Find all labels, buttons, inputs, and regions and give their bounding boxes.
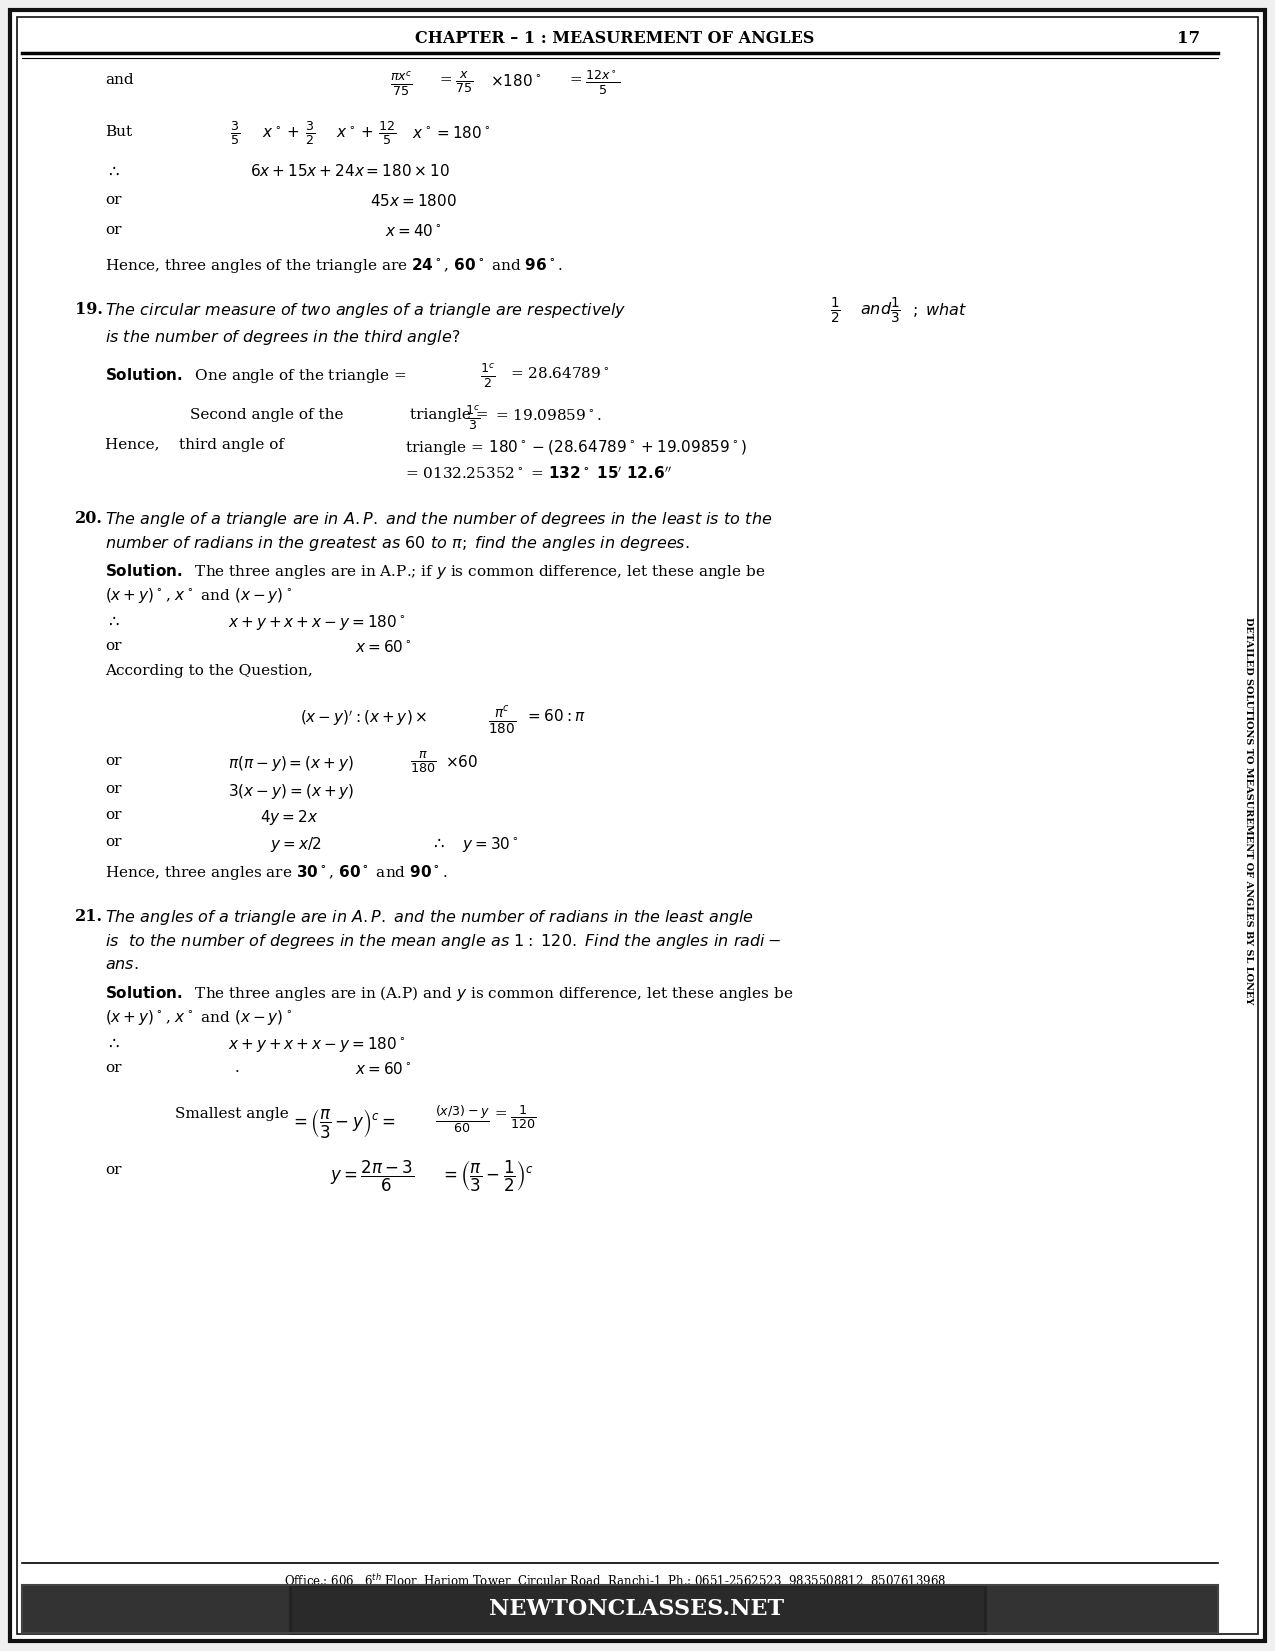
Text: $\mathit{The\ circular\ measure\ of\ two\ angles\ of\ a\ triangle\ are\ respecti: $\mathit{The\ circular\ measure\ of\ two… xyxy=(105,300,626,320)
Text: Hence,    third angle of: Hence, third angle of xyxy=(105,438,284,452)
Text: $x = 60^\circ$: $x = 60^\circ$ xyxy=(354,639,412,655)
Text: $\frac{3}{2}$: $\frac{3}{2}$ xyxy=(305,119,315,147)
Text: $x = 40^\circ$: $x = 40^\circ$ xyxy=(385,223,441,239)
Text: CHAPTER – 1 : MEASUREMENT OF ANGLES: CHAPTER – 1 : MEASUREMENT OF ANGLES xyxy=(416,30,815,46)
Text: =: = xyxy=(435,73,458,88)
Text: $\frac{12x^\circ}{5}$: $\frac{12x^\circ}{5}$ xyxy=(585,69,621,97)
Polygon shape xyxy=(22,1585,289,1633)
Text: triangle =: triangle = xyxy=(411,408,493,423)
FancyBboxPatch shape xyxy=(289,1585,986,1633)
Text: triangle = $180^\circ - (28.64789^\circ + 19.09859^\circ)$: triangle = $180^\circ - (28.64789^\circ … xyxy=(405,438,747,457)
Polygon shape xyxy=(986,1585,1218,1633)
Text: $\times 180^\circ$: $\times 180^\circ$ xyxy=(490,73,541,89)
Text: $\therefore$: $\therefore$ xyxy=(105,613,120,631)
Text: $\frac{\pi x^c}{75}$: $\frac{\pi x^c}{75}$ xyxy=(390,69,413,97)
Text: or: or xyxy=(105,1162,121,1177)
Text: or: or xyxy=(105,755,121,768)
Text: $x = 60^\circ$: $x = 60^\circ$ xyxy=(354,1062,412,1076)
Text: $\mathbf{Solution.}$  The three angles are in (A.P) and $y$ is common difference: $\mathbf{Solution.}$ The three angles ar… xyxy=(105,984,793,1004)
Text: $\mathit{ans.}$: $\mathit{ans.}$ xyxy=(105,956,139,972)
Text: 20.: 20. xyxy=(75,510,103,527)
Text: $\mathbf{Solution.}$  The three angles are in A.P.; if $y$ is common difference,: $\mathbf{Solution.}$ The three angles ar… xyxy=(105,561,765,581)
Text: According to the Question,: According to the Question, xyxy=(105,664,312,679)
Text: or: or xyxy=(105,835,121,849)
Text: $4y = 2x$: $4y = 2x$ xyxy=(260,807,319,827)
Text: $\pi (\pi - y) = (x + y)$: $\pi (\pi - y) = (x + y)$ xyxy=(228,755,354,773)
Text: .: . xyxy=(650,163,655,177)
Text: $\frac{\pi^c}{180}$: $\frac{\pi^c}{180}$ xyxy=(488,703,516,736)
Text: $x^\circ +$: $x^\circ +$ xyxy=(261,125,300,140)
Text: Second angle of the: Second angle of the xyxy=(190,408,343,423)
Text: Office.: 606 , 6$^{th}$ Floor, Hariom Tower, Circular Road, Ranchi-1, Ph.: 0651-: Office.: 606 , 6$^{th}$ Floor, Hariom To… xyxy=(284,1573,946,1590)
Text: or: or xyxy=(105,639,121,654)
Text: $x^\circ = 180^\circ$: $x^\circ = 180^\circ$ xyxy=(412,125,491,140)
Text: 17: 17 xyxy=(1177,30,1200,46)
Text: $y = x/2$: $y = x/2$ xyxy=(270,835,321,854)
Text: $\therefore$: $\therefore$ xyxy=(105,1035,120,1052)
Text: 19.: 19. xyxy=(75,300,103,319)
Text: $\frac{1^c}{2}$: $\frac{1^c}{2}$ xyxy=(479,362,496,390)
Text: $\therefore$: $\therefore$ xyxy=(105,163,120,180)
Text: $\mathit{The\ angles\ of\ a\ triangle\ are\ in\ A.P.\ and\ the\ number\ of\ radi: $\mathit{The\ angles\ of\ a\ triangle\ a… xyxy=(105,908,754,926)
Text: = 0132.25352$^\circ$ = $\mathbf{132^\circ\ 15'\ 12.6''}$: = 0132.25352$^\circ$ = $\mathbf{132^\cir… xyxy=(405,466,672,482)
Text: $y = \dfrac{2\pi - 3}{6}$: $y = \dfrac{2\pi - 3}{6}$ xyxy=(330,1159,414,1194)
Text: and: and xyxy=(105,73,134,88)
Text: $\therefore$: $\therefore$ xyxy=(430,835,445,852)
Text: $= \left(\dfrac{\pi}{3} - y\right)^c =$: $= \left(\dfrac{\pi}{3} - y\right)^c =$ xyxy=(289,1108,395,1139)
Text: .: . xyxy=(235,1062,240,1075)
Text: $6x + 15x + 24x = 180 \times 10$: $6x + 15x + 24x = 180 \times 10$ xyxy=(250,163,450,178)
Text: $\mathit{is\ \ to\ the\ number\ of\ degrees\ in\ the\ mean\ angle\ as\ 1:\ 120.\: $\mathit{is\ \ to\ the\ number\ of\ degr… xyxy=(105,933,780,951)
Text: or: or xyxy=(105,807,121,822)
Text: $(x + y)^\circ$, $x^\circ$ and $(x - y)^\circ$: $(x + y)^\circ$, $x^\circ$ and $(x - y)^… xyxy=(105,586,292,604)
Text: Smallest angle: Smallest angle xyxy=(175,1108,288,1121)
Text: $= 60 : \pi$: $= 60 : \pi$ xyxy=(525,708,585,725)
Text: $\mathit{\ and\ }$: $\mathit{\ and\ }$ xyxy=(856,300,892,319)
Text: = 19.09859$^\circ$.: = 19.09859$^\circ$. xyxy=(495,408,602,423)
Text: $\frac{x}{75}$: $\frac{x}{75}$ xyxy=(455,69,473,94)
Text: $x + y + x + x - y = 180^\circ$: $x + y + x + x - y = 180^\circ$ xyxy=(228,613,405,632)
Text: $\frac{1^c}{3}$: $\frac{1^c}{3}$ xyxy=(465,403,481,433)
Text: $\mathbf{Solution.}$  One angle of the triangle =: $\mathbf{Solution.}$ One angle of the tr… xyxy=(105,367,408,385)
Text: or: or xyxy=(105,193,121,206)
Text: DETAILED SOLUTIONS TO MEASUREMENT OF ANGLES BY SL LONEY: DETAILED SOLUTIONS TO MEASUREMENT OF ANG… xyxy=(1243,617,1252,1005)
Text: =: = xyxy=(490,1108,513,1121)
Text: $\frac{1}{2}$: $\frac{1}{2}$ xyxy=(830,296,840,327)
Text: or: or xyxy=(105,1062,121,1075)
Text: or: or xyxy=(105,783,121,796)
Text: $(x - y)' : (x + y) \times$: $(x - y)' : (x + y) \times$ xyxy=(300,708,427,728)
Text: But: But xyxy=(105,125,133,139)
Text: $3 (x - y) = (x + y)$: $3 (x - y) = (x + y)$ xyxy=(228,783,354,801)
Text: $\mathit{number\ of\ radians\ in\ the\ greatest\ as\ 60\ to\ \pi;\ find\ the\ an: $\mathit{number\ of\ radians\ in\ the\ g… xyxy=(105,533,690,553)
Text: $\frac{12}{5}$: $\frac{12}{5}$ xyxy=(377,119,397,147)
Text: $\mathit{is\ the\ number\ of\ degrees\ in\ the\ third\ angle?}$: $\mathit{is\ the\ number\ of\ degrees\ i… xyxy=(105,329,460,347)
Text: $\frac{(x/3)-y}{60}$: $\frac{(x/3)-y}{60}$ xyxy=(435,1103,490,1134)
Text: $\frac{\pi}{180}$: $\frac{\pi}{180}$ xyxy=(411,750,436,774)
Text: $\mathit{The\ angle\ of\ a\ triangle\ are\ in\ A.P.\ and\ the\ number\ of\ degre: $\mathit{The\ angle\ of\ a\ triangle\ ar… xyxy=(105,510,773,528)
Text: $45x = 1800$: $45x = 1800$ xyxy=(370,193,456,210)
Text: $\frac{1}{120}$: $\frac{1}{120}$ xyxy=(510,1103,536,1131)
Text: $x + y + x + x - y = 180^\circ$: $x + y + x + x - y = 180^\circ$ xyxy=(228,1035,405,1053)
Text: Hence, three angles of the triangle are $\mathbf{24^\circ}$, $\mathbf{60^\circ}$: Hence, three angles of the triangle are … xyxy=(105,256,562,276)
Text: $\times 60$: $\times 60$ xyxy=(445,755,478,769)
Text: $\frac{3}{5}$: $\frac{3}{5}$ xyxy=(230,119,240,147)
Text: $x^\circ +$: $x^\circ +$ xyxy=(337,125,374,140)
Text: 21.: 21. xyxy=(75,908,103,925)
Text: = 28.64789$^\circ$: = 28.64789$^\circ$ xyxy=(510,367,609,381)
Text: $(x + y)^\circ$, $x^\circ$ and $(x - y )^\circ$: $(x + y)^\circ$, $x^\circ$ and $(x - y )… xyxy=(105,1009,292,1027)
Bar xyxy=(22,1585,1218,1633)
Text: =: = xyxy=(565,73,588,88)
Text: $\frac{1}{3}$: $\frac{1}{3}$ xyxy=(890,296,900,327)
Text: $= \left(\dfrac{\pi}{3} - \dfrac{1}{2}\right)^c$: $= \left(\dfrac{\pi}{3} - \dfrac{1}{2}\r… xyxy=(440,1159,534,1194)
Text: NEWTONCLASSES.NET: NEWTONCLASSES.NET xyxy=(490,1598,784,1620)
Text: $\mathit{;\ what}$: $\mathit{;\ what}$ xyxy=(912,300,968,319)
Text: or: or xyxy=(105,223,121,238)
Text: Hence, three angles are $\mathbf{30^\circ}$, $\mathbf{60^\circ}$ and $\mathbf{90: Hence, three angles are $\mathbf{30^\cir… xyxy=(105,863,448,882)
Text: $y = 30^\circ$: $y = 30^\circ$ xyxy=(462,835,519,854)
